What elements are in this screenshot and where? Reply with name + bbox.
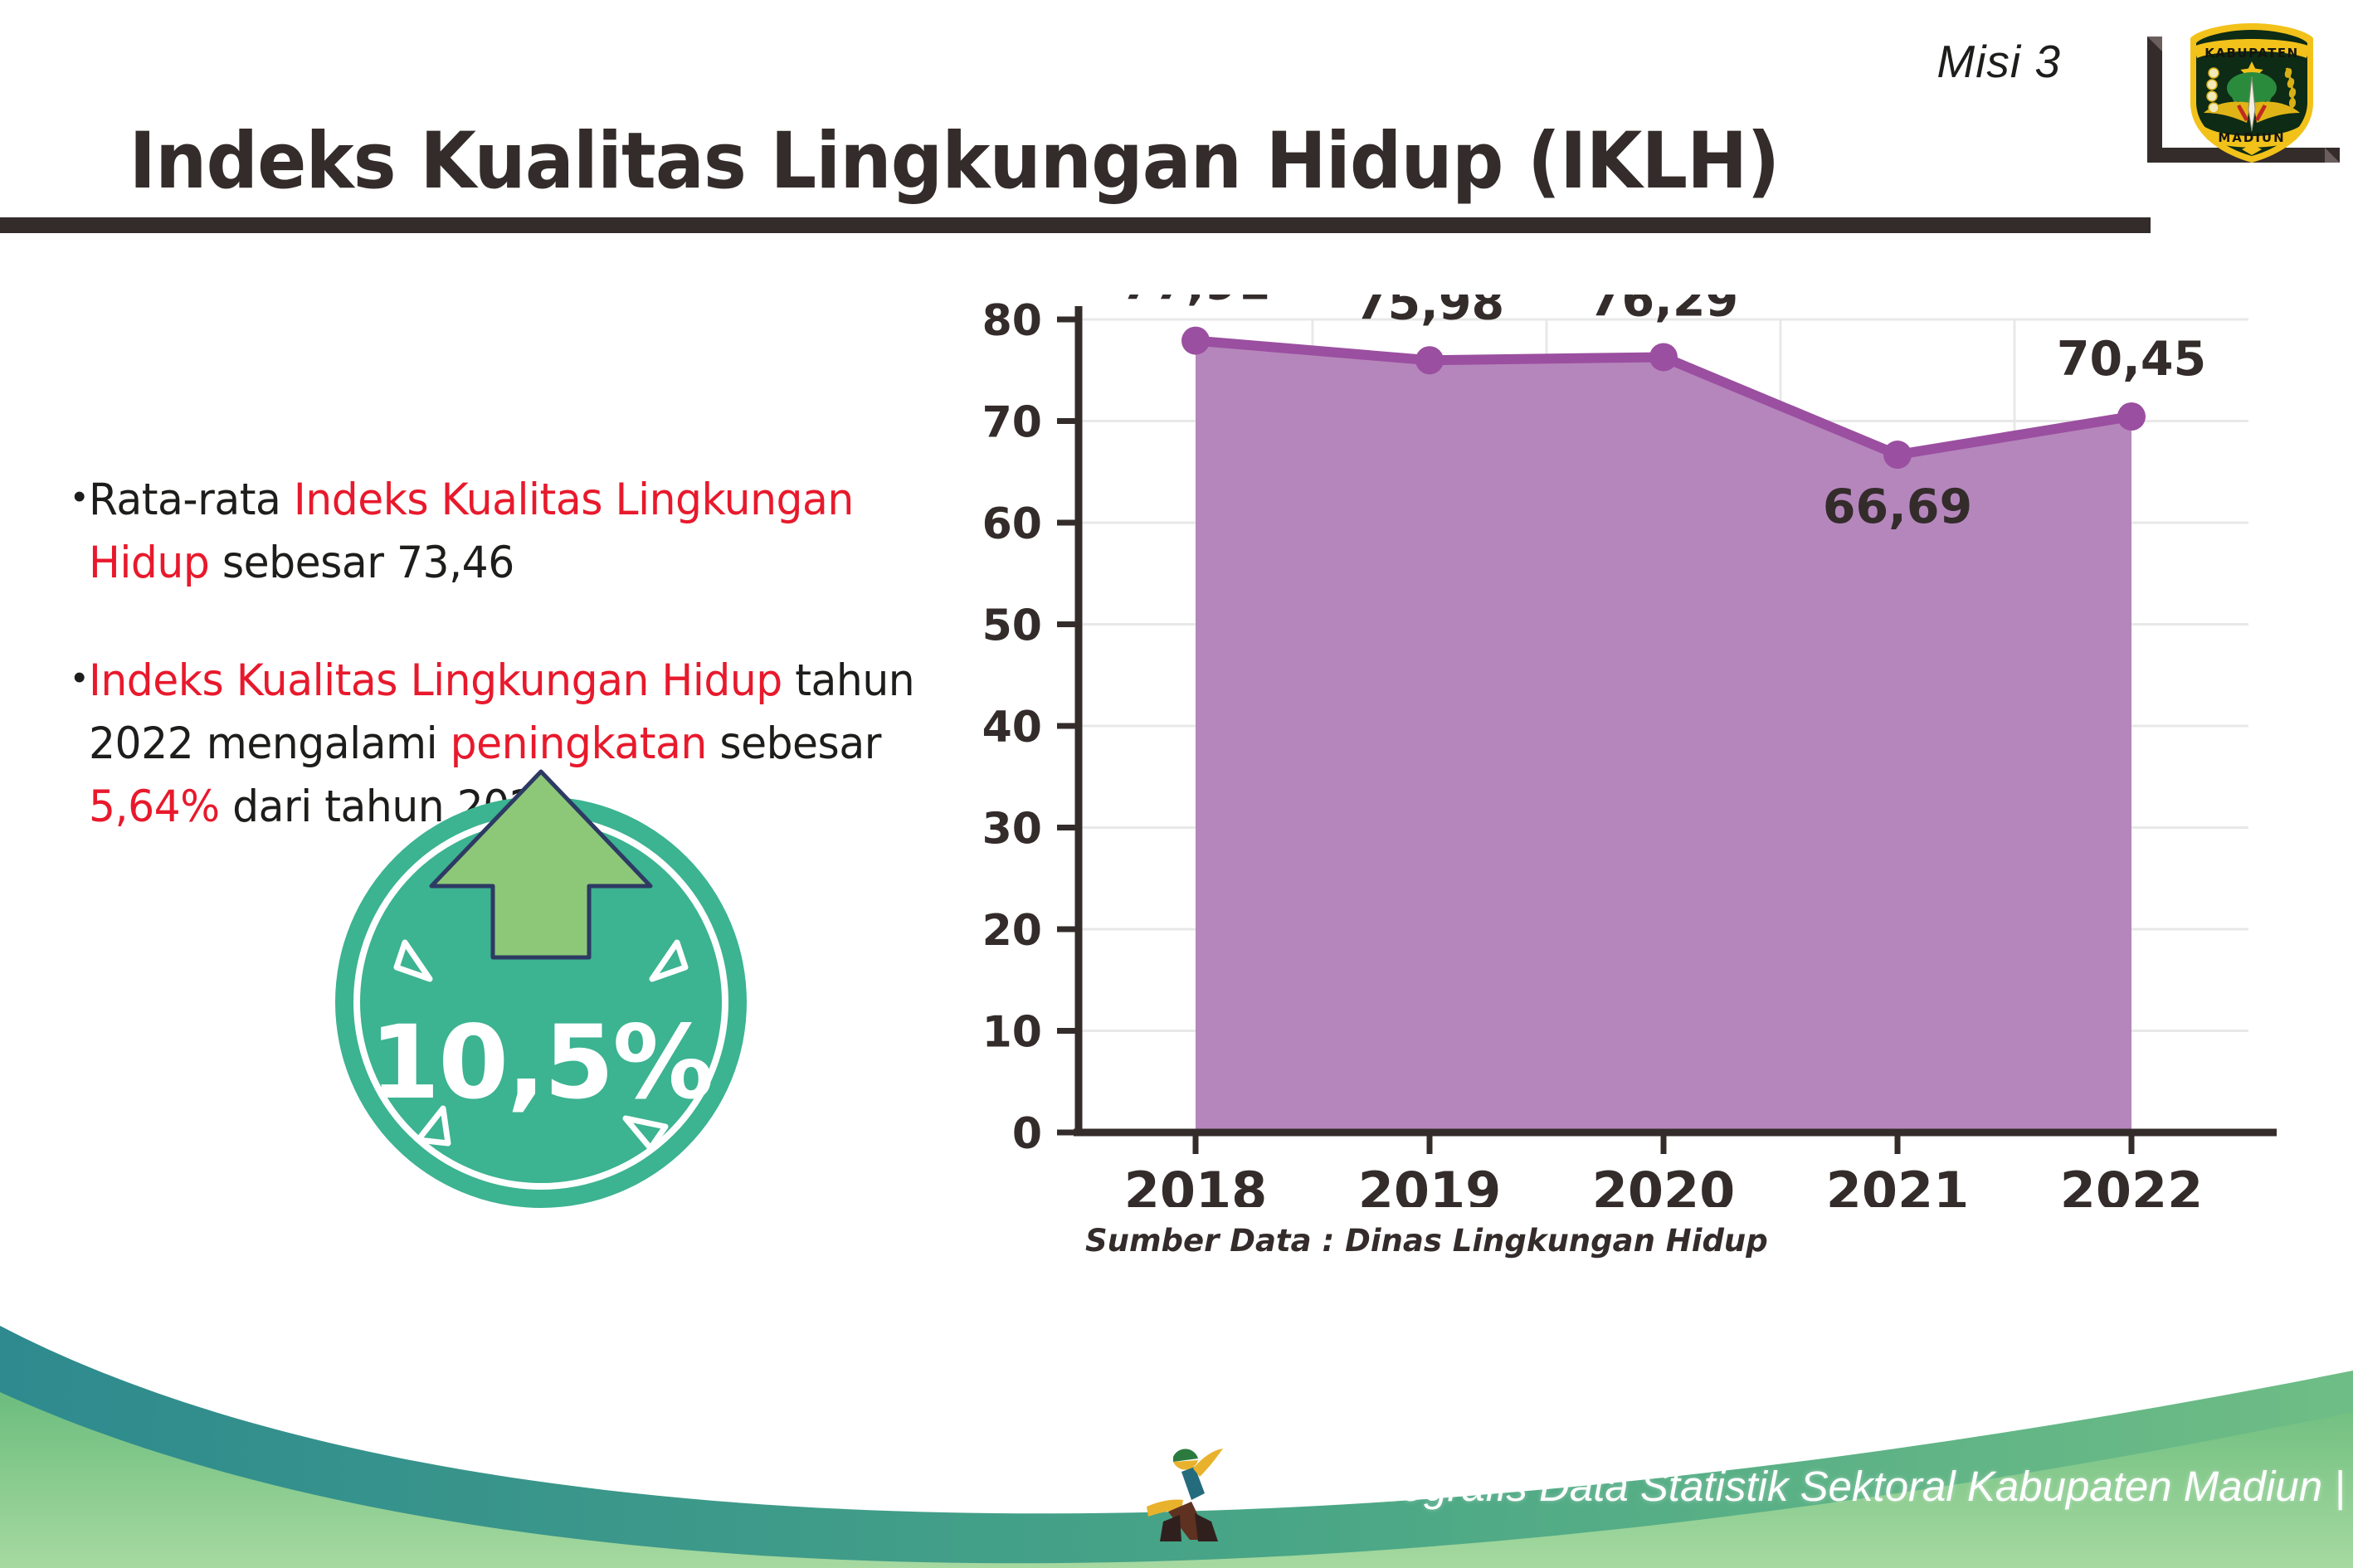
x-tick-label: 2019 (1358, 1161, 1502, 1207)
header-divider-rule (0, 217, 2151, 233)
plain-phrase: tahun 2022 mengalami (89, 655, 915, 769)
data-point-label: 75,98 (1355, 295, 1504, 330)
bracket-vertical-bar (2147, 37, 2162, 163)
chart-source-note: Sumber Data : Dinas Lingkungan Hidup (1085, 1223, 1768, 1259)
badge-percent-label: 10,5% (369, 1004, 714, 1122)
statistics-human-figure-icon (1143, 1442, 1230, 1545)
footer-banner (0, 1294, 2353, 1568)
svg-text:KABUPATEN: KABUPATEN (2204, 46, 2298, 61)
highlighted-phrase: Indeks Kualitas Lingkungan Hidup (89, 655, 783, 706)
svg-text:MADIUN: MADIUN (2218, 130, 2285, 145)
chart-axes (1057, 306, 2277, 1154)
list-item: • Rata-rata Indeks Kualitas Lingkungan H… (73, 469, 969, 595)
x-tick-label: 2022 (2060, 1161, 2204, 1207)
chart-markers (1181, 326, 2146, 470)
x-tick-label: 2020 (1592, 1161, 1736, 1207)
x-tick-label: 2021 (1826, 1161, 1970, 1207)
y-tick-label: 30 (982, 805, 1042, 855)
y-tick-label: 50 (982, 601, 1042, 651)
bracket-bevel-right (2325, 148, 2340, 163)
chart-y-tick-labels: 0 10 20 30 40 50 60 70 80 (982, 296, 1042, 1159)
data-point-label: 76,29 (1589, 295, 1738, 327)
y-tick-label: 60 (982, 499, 1042, 549)
y-tick-label: 0 (1012, 1109, 1042, 1159)
plain-phrase: Rata-rata (89, 475, 295, 525)
data-point-label: 77,91 (1121, 295, 1270, 311)
kabupaten-madiun-crest-icon: KABUPATEN MADIUN (2182, 17, 2321, 166)
y-tick-label: 80 (982, 296, 1042, 346)
data-point-label: 66,69 (1823, 480, 1972, 534)
chart-x-tick-labels: 2018 2019 2020 2021 2022 (1124, 1161, 2204, 1207)
highlighted-phrase: peningkatan (451, 718, 708, 769)
badge-circle (335, 796, 747, 1208)
y-tick-label: 10 (982, 1008, 1042, 1058)
data-point-label: 70,45 (2057, 332, 2206, 387)
page-title: Indeks Kualitas Lingkungan Hidup (IKLH) (129, 116, 1781, 207)
bullet-dot-icon: • (73, 476, 86, 517)
list-item: • Indeks Kualitas Lingkungan Hidup tahun… (73, 650, 969, 839)
bullet-text-1: Indeks Kualitas Lingkungan Hidup tahun 2… (89, 650, 925, 839)
highlighted-phrase: 5,64% (89, 782, 220, 832)
y-tick-label: 70 (982, 398, 1042, 448)
mission-label: Misi 3 (1936, 36, 2061, 87)
bullet-list: • Rata-rata Indeks Kualitas Lingkungan H… (73, 469, 969, 894)
x-tick-label: 2018 (1124, 1161, 1268, 1207)
y-tick-label: 20 (982, 906, 1042, 956)
footer-caption: Media Infografis Data Statistik Sektoral… (1226, 1463, 2346, 1510)
chart-area-series (1196, 340, 2131, 1132)
plain-phrase: sebesar (707, 718, 882, 769)
footer-wave-bottom (0, 1392, 2353, 1568)
footer-wave-top (0, 1326, 2353, 1568)
chart-value-labels: 77,91 75,98 76,29 66,69 70,45 (1121, 295, 2206, 534)
y-tick-label: 40 (982, 703, 1042, 752)
plain-phrase: sebesar 73,46 (209, 538, 515, 588)
bullet-dot-icon: • (73, 657, 86, 698)
bracket-bevel-top (2147, 37, 2162, 51)
bullet-text-0: Rata-rata Indeks Kualitas Lingkungan Hid… (89, 469, 925, 595)
iklh-area-chart: 0 10 20 30 40 50 60 70 80 2018 2019 2020 2021 2022 7… (954, 295, 2282, 1207)
increase-badge: 10,5% (325, 762, 757, 1210)
highlighted-phrase: Indeks Kualitas Lingkungan Hidup (89, 475, 855, 588)
up-arrow-icon (429, 769, 653, 960)
